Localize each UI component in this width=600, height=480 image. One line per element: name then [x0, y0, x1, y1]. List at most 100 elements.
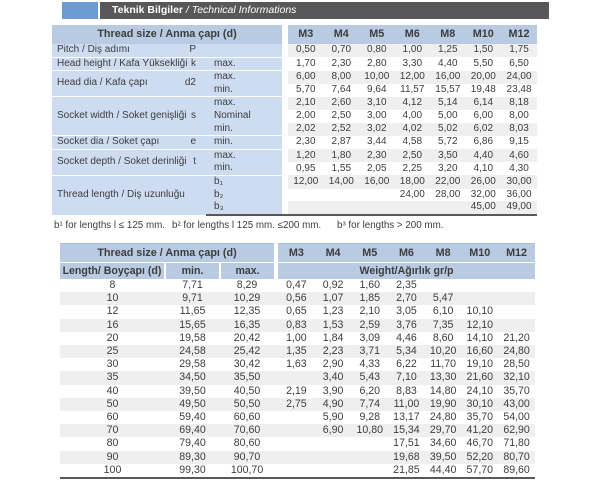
spec-value: 8,03: [501, 122, 538, 136]
weight-columns-header: Weight/Ağırlık gr/p: [278, 262, 535, 279]
spec-value: 14,00: [323, 175, 360, 189]
spec-value: 19,48: [470, 84, 496, 96]
weight-value: [278, 411, 315, 424]
spec-limit-label: max.: [206, 96, 283, 110]
weight-value: 1,85: [351, 292, 389, 306]
weight-row: 25 24,58 25,42 1,35 2,23 3,71 5,34 10,20 16,60 24…: [60, 345, 535, 359]
weight-value: 14,80: [429, 384, 457, 397]
spec-value: [359, 201, 395, 216]
length-value: 50: [60, 397, 165, 412]
spec-value: 6,14: [465, 96, 502, 110]
weight-value: 0,65: [286, 305, 307, 318]
spec-value: 4,10: [473, 162, 494, 174]
length-value: 10: [60, 292, 165, 306]
spec-value: 5,70: [296, 84, 316, 96]
spec-value: 22,00: [430, 175, 466, 189]
row-gap: [282, 149, 289, 163]
max-value: 80,60: [233, 437, 261, 450]
spec-value: 4,00: [402, 109, 423, 121]
spec-value: 4,12: [394, 96, 431, 110]
weight-value: 35,70: [503, 384, 530, 397]
size-column-header: M8: [424, 243, 462, 263]
weight-value: 5,47: [424, 292, 462, 306]
spec-value: 12,00: [288, 175, 324, 189]
thread-size-header: Thread size / Anma çapı (d): [52, 25, 283, 44]
spec-value: [288, 189, 324, 202]
weight-value: 5,90: [322, 411, 344, 424]
weight-value: 1,60: [359, 279, 381, 291]
row-gap: [282, 162, 289, 176]
length-value: 16: [60, 318, 165, 332]
row-gap: [282, 201, 289, 216]
spec-row: Head height / Kafa Yüksekliği k max. 1,70 2,…: [52, 56, 537, 71]
length-value: 100: [60, 463, 165, 480]
size-column-header: M12: [501, 25, 538, 44]
spec-symbol: s: [178, 96, 206, 136]
spec-row: Nominal 2,00 2,50 3,00 4,00 5,00 6,00 8,00: [52, 109, 537, 123]
weight-value: 1,35: [278, 345, 315, 359]
weight-value: 4,33: [359, 358, 381, 371]
weight-value: 57,70: [461, 463, 499, 480]
weight-table-body: Thread size / Anma çapı (d) M3 M4 M5 M6 M8 M1…: [60, 243, 535, 480]
spec-value: 1,80: [323, 149, 360, 163]
spec-value: 3,02: [359, 122, 395, 136]
weight-value: 1,53: [314, 318, 352, 332]
weight-value: 44,40: [424, 463, 462, 480]
row-gap: [274, 450, 279, 464]
weight-value: [314, 463, 352, 480]
spec-value: 5,00: [438, 109, 458, 121]
spec-symbol: P: [178, 44, 206, 58]
weight-value: 17,51: [393, 437, 420, 450]
spec-value: 30,00: [501, 175, 538, 189]
spec-symbol: d2: [178, 70, 206, 97]
spec-value: 5,02: [430, 122, 466, 136]
spec-label: Head height / Kafa Yüksekliği: [52, 56, 187, 71]
title-bar: Teknik Bilgiler / Technical Informations: [62, 2, 549, 19]
weight-value: [351, 437, 388, 450]
weight-row: 70 69,40 70,60 6,90 10,80 15,34 29,70 41,20 62,9…: [60, 424, 535, 438]
weight-value: [278, 371, 315, 385]
spec-value: 2,30: [359, 149, 395, 163]
spec-symbol: k: [178, 56, 206, 71]
spec-value: 2,50: [331, 109, 352, 121]
weight-value: 5,34: [388, 345, 425, 359]
spec-limit-label: b₁: [206, 174, 283, 189]
weight-row: 30 29,58 30,42 1,63 2,90 4,33 6,22 11,70 19,10 28…: [60, 358, 535, 371]
spec-value: 7,64: [331, 84, 352, 96]
weight-row: 10 9,71 10,29 0,56 1,07 1,85 2,70 5,47: [60, 292, 535, 306]
spec-limit-label: Nominal: [206, 109, 283, 123]
weight-value: 34,60: [429, 437, 457, 450]
spec-value: 16,00: [359, 175, 395, 189]
spec-value: 5,50: [473, 57, 494, 69]
weight-value: 24,10: [466, 384, 494, 397]
page-title: Teknik Bilgiler / Technical Informations: [100, 2, 549, 19]
page-title-turkish: Teknik Bilgiler: [112, 4, 183, 16]
size-column-header: M8: [430, 25, 466, 44]
spec-limit-label: max.: [206, 70, 283, 84]
spec-value: 5,72: [438, 136, 458, 148]
row-gap: [274, 318, 279, 332]
weight-value: 43,00: [498, 397, 535, 412]
spec-value: 24,00: [399, 188, 425, 200]
weight-row: 90 89,30 90,70 19,68 39,50 52,20 80,70: [60, 450, 535, 464]
spec-limit-label: max.: [206, 56, 283, 71]
size-column-header: M4: [314, 243, 352, 263]
spec-value: 9,64: [367, 84, 387, 96]
spec-value: [288, 201, 324, 216]
min-value: 39,50: [179, 384, 206, 397]
weight-value: [315, 437, 352, 450]
spec-value: 3,10: [359, 96, 395, 110]
spec-value: 6,00: [288, 70, 324, 84]
spec-value: 3,44: [367, 136, 387, 148]
size-column-header: M3: [288, 25, 324, 44]
min-value: 24,58: [165, 345, 220, 359]
size-column-header: M3: [278, 243, 315, 263]
weight-value: 8,83: [396, 384, 417, 397]
spec-value: 4,60: [501, 149, 538, 163]
max-value: 10,29: [220, 292, 275, 306]
weight-value: 6,10: [432, 305, 454, 318]
spec-value: 5,14: [430, 96, 466, 110]
weight-row: 12 11,65 12,35 0,65 1,23 2,10 3,05 6,10 10,10: [60, 305, 535, 318]
spec-value: [394, 201, 431, 216]
length-column-header: Length/ Boyçapı (d): [60, 262, 166, 279]
